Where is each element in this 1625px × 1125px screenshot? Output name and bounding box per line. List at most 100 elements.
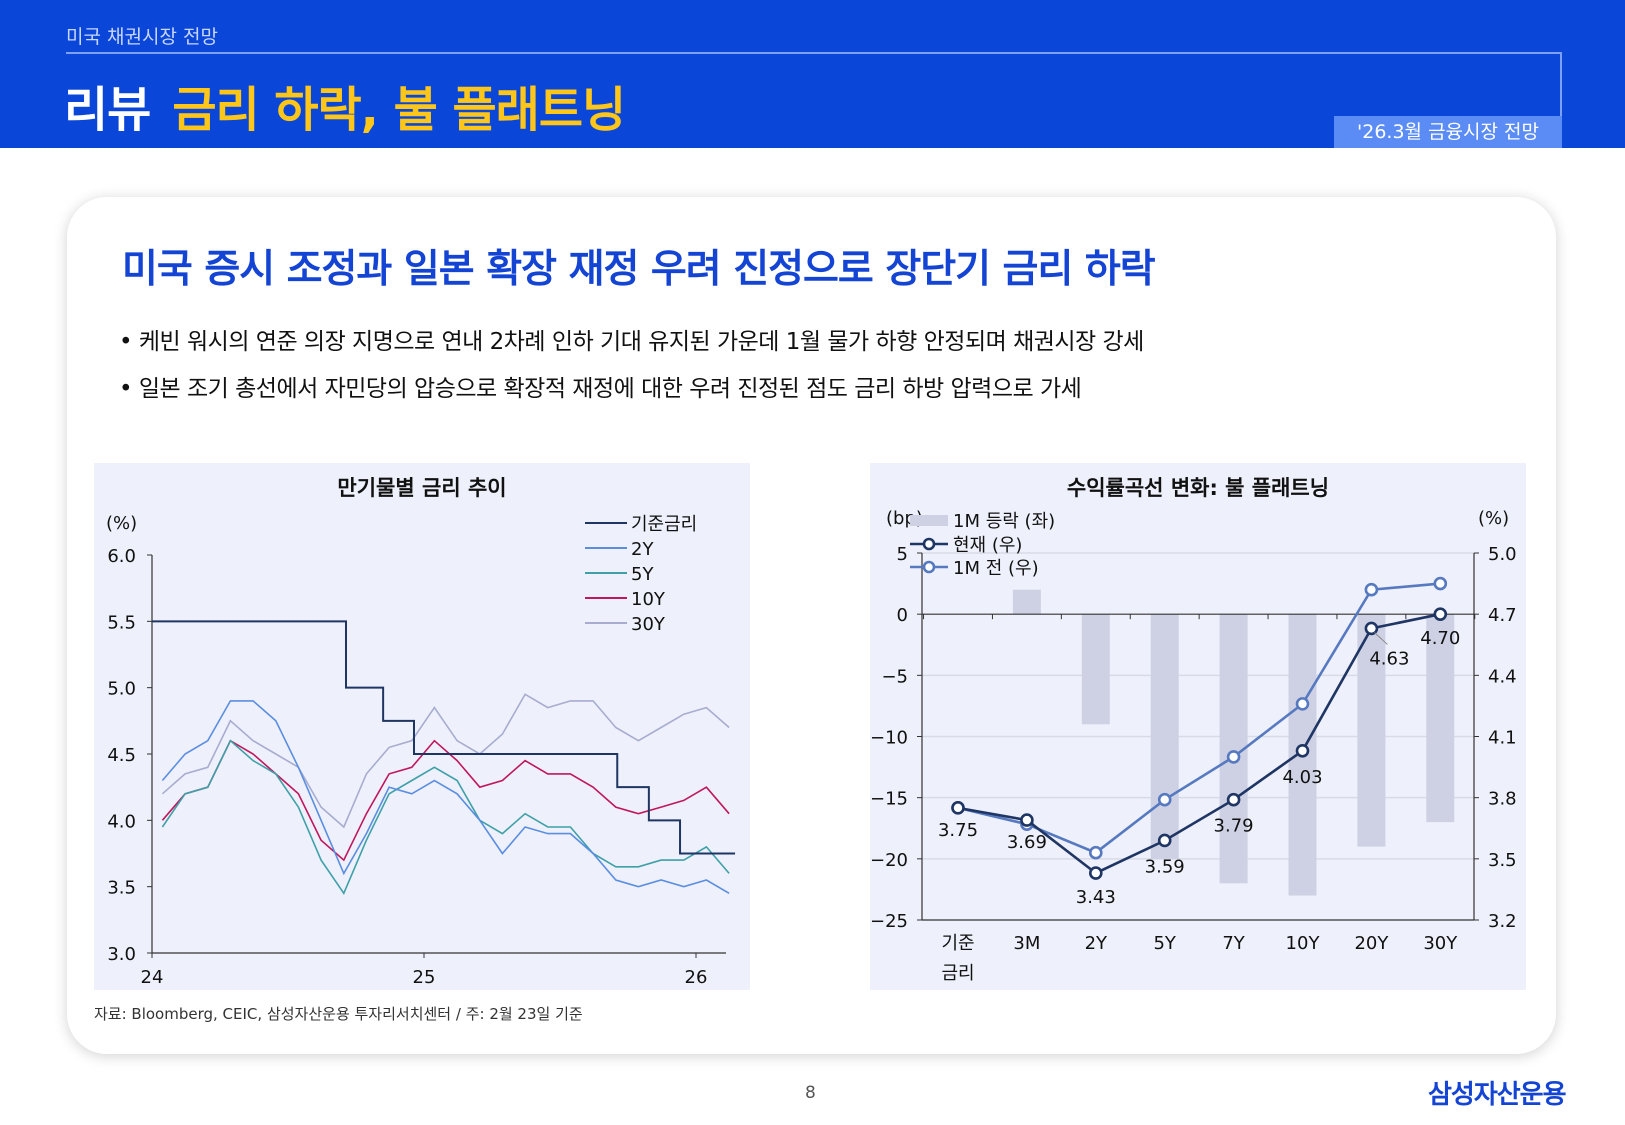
bar-1 [1012,589,1041,615]
header-divider [66,52,1562,54]
headline: 미국 증시 조정과 일본 확장 재정 우려 진정으로 장단기 금리 하락 [122,247,1156,292]
legend-label: 30Y [631,614,666,635]
chart-yield-trend-svg: 만기물별 금리 추이 (%) 3.0 3.5 4.0 4.5 5.0 5.5 6.0 24 25 26… [106,476,736,988]
report-tag: '26.3월 금융시장 전망 [1334,116,1562,148]
title-main: 금리 하락, 불 플래트닝 [172,82,626,138]
series-line-2Y [161,700,730,894]
header-divider-vertical [1560,52,1562,116]
series-line-10Y [161,739,730,862]
y-axis-unit: (%) [106,513,137,534]
category-label: 2Y [1085,933,1108,954]
data-label: 3.75 [938,820,978,841]
left-tick-label: −15 [870,789,908,810]
series-line-30Y [161,693,730,829]
legend-label: 1M 전 (우) [953,558,1039,579]
x-tick-label: 26 [685,967,708,988]
legend-label: 현재 (우) [953,535,1022,556]
series-marker-0 [1364,621,1379,636]
legend-swatch-marker [922,560,936,574]
legend-swatch-marker [922,537,936,551]
chart-yield-curve-svg: 수익률곡선 변화: 불 플래트닝(bp) (%)50−5−10−15−20−255… [870,476,1517,984]
y-tick-label: 5.5 [107,612,136,633]
source-note: 자료: Bloomberg, CEIC, 삼성자산운용 투자리서치센터 / 주:… [94,1005,583,1023]
series-marker-0 [1020,813,1034,827]
data-label: 4.63 [1369,648,1409,669]
section-label: 미국 채권시장 전망 [66,26,218,48]
data-label: 3.59 [1145,856,1185,877]
series-marker-1 [1295,697,1310,711]
bar-2 [1081,614,1110,725]
label-leader-line [1374,632,1388,645]
data-label: 4.70 [1420,628,1460,649]
y-tick-label: 4.0 [107,811,136,832]
y-tick-label: 6.0 [107,546,136,567]
legend-label: 2Y [631,539,654,560]
right-tick-label: 3.5 [1488,850,1517,871]
series-marker-0 [1226,792,1241,807]
series-marker-1 [1089,845,1103,860]
right-tick-label: 4.7 [1488,605,1517,626]
right-axis-unit: (%) [1478,508,1509,529]
series-marker-0 [951,801,965,815]
bullet-item: • 일본 조기 총선에서 자민당의 압승으로 확장적 재정에 대한 우려 진정된… [119,376,1082,402]
chart-title: 수익률곡선 변화: 불 플래트닝 [1067,476,1329,500]
series-line-policy-rate [152,620,736,855]
category-label: 7Y [1222,933,1245,954]
series-marker-1 [1157,792,1172,807]
category-label: 금리 [941,963,974,984]
bullet-item: • 케빈 워시의 연준 의장 지명으로 연내 2차례 인하 기대 유지된 가운데… [119,329,1144,355]
data-label: 4.03 [1282,767,1322,788]
left-tick-label: −20 [870,850,908,871]
legend-label: 1M 등락 (좌) [953,511,1055,532]
series-marker-1 [1364,582,1379,597]
series-marker-0 [1433,607,1448,621]
x-tick-label: 24 [141,967,164,988]
left-tick-label: −25 [870,911,908,932]
series-marker-0 [1089,866,1103,880]
data-label: 3.69 [1007,832,1047,853]
series-marker-1 [1433,576,1448,591]
series-marker-0 [1295,743,1310,758]
legend-swatch-bar [910,515,948,526]
series-marker-0 [1157,833,1172,848]
y-tick-label: 5.0 [107,679,136,700]
chart-yield-curve: 수익률곡선 변화: 불 플래트닝 (bp) (%) 5 0 −5 −10 −15 −20 −25 5… [870,463,1526,990]
header-banner: 미국 채권시장 전망 리뷰 금리 하락, 불 플래트닝 '26.3월 금융시장 전… [0,0,1625,148]
y-tick-label: 3.5 [107,878,136,899]
right-tick-label: 5.0 [1488,544,1517,565]
data-label: 3.43 [1076,887,1116,908]
right-tick-label: 3.8 [1488,789,1517,810]
y-tick-label: 3.0 [107,944,136,965]
y-tick-label: 4.5 [107,745,136,766]
category-label: 10Y [1286,933,1321,954]
chart-title: 만기물별 금리 추이 [337,476,506,500]
x-tick-label: 25 [413,967,436,988]
left-tick-label: 0 [897,605,908,626]
chart-yield-trend: 만기물별 금리 추이 (%) 3.0 3.5 4.0 4.5 5.0 5.5 6.0 24 25 26… [94,463,750,990]
series-line-5Y [161,739,730,895]
series-line-0 [957,612,1441,875]
legend-label: 10Y [631,589,666,610]
title-prefix: 리뷰 [64,82,151,138]
category-label: 3M [1013,933,1040,954]
series-marker-1 [1226,750,1241,764]
bar-3 [1150,614,1179,859]
category-label: 30Y [1423,933,1458,954]
right-tick-label: 3.2 [1488,911,1517,932]
left-tick-label: −10 [870,728,908,749]
page-title: 리뷰 금리 하락, 불 플래트닝 [64,70,626,140]
page-number: 8 [805,1083,816,1103]
right-tick-label: 4.1 [1488,728,1517,749]
bar-6 [1357,614,1386,847]
right-tick-label: 4.4 [1488,666,1517,687]
bar-7 [1426,614,1455,823]
category-label: 기준 [941,933,974,954]
data-label: 3.79 [1214,816,1254,837]
legend-label: 5Y [631,564,654,585]
company-logo: 삼성자산운용 [1428,1080,1567,1110]
left-tick-label: −5 [881,666,908,687]
category-label: 20Y [1354,933,1389,954]
legend-label: 기준금리 [631,514,697,535]
left-tick-label: 5 [897,544,908,565]
category-label: 5Y [1153,933,1176,954]
